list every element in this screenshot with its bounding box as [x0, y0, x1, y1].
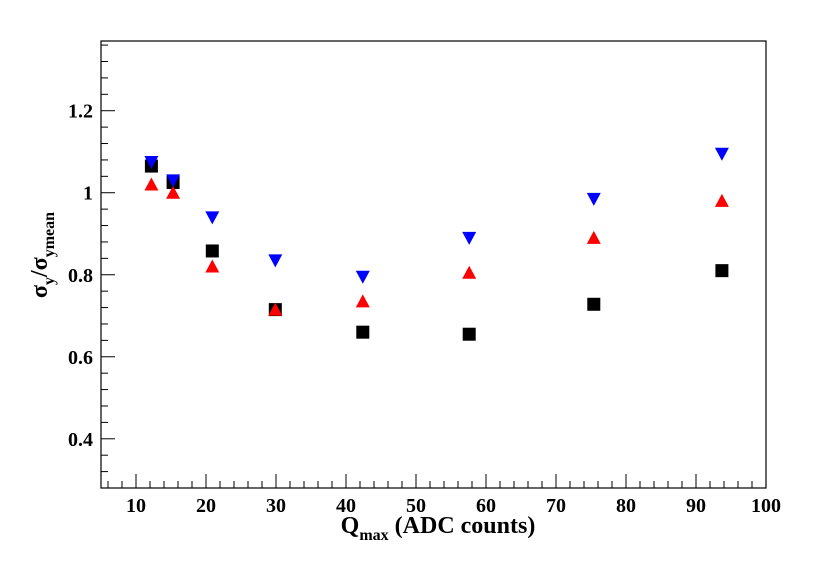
y-axis-title-sub1: y	[41, 277, 58, 285]
y-tick-label: 1	[83, 183, 93, 205]
square-marker	[715, 264, 729, 278]
triangle-up-marker	[355, 294, 370, 308]
square-marker	[587, 297, 601, 311]
y-axis-title-sigma2: σ	[27, 257, 53, 270]
x-axis-title-main: Q	[341, 513, 360, 539]
y-axis-title-sub2: ymean	[41, 212, 58, 257]
triangle-down-marker	[144, 155, 159, 169]
triangle-down-marker	[462, 231, 477, 245]
x-tick-label: 100	[751, 495, 781, 517]
y-axis-title-sigma1: σ	[27, 285, 53, 298]
x-tick-label: 20	[196, 495, 216, 517]
square-marker	[205, 244, 219, 258]
x-axis-title-rest: (ADC counts)	[389, 513, 536, 539]
triangle-up-marker	[586, 230, 601, 244]
y-tick-label: 0.8	[68, 265, 93, 287]
y-tick-label: 0.4	[68, 429, 93, 451]
square-marker	[356, 325, 370, 339]
x-tick-label: 10	[126, 495, 146, 517]
triangle-down-marker	[714, 147, 729, 161]
triangle-up-marker	[268, 302, 283, 316]
triangle-down-marker	[166, 174, 181, 188]
plot-frame	[100, 40, 767, 489]
x-tick-label: 30	[266, 495, 286, 517]
triangle-up-marker	[462, 265, 477, 279]
x-tick-label: 40	[336, 495, 356, 517]
triangle-down-marker	[586, 192, 601, 206]
x-tick-label: 90	[686, 495, 706, 517]
triangle-down-marker	[355, 270, 370, 284]
y-axis-title-slash: /	[27, 270, 53, 278]
x-tick-label: 60	[476, 495, 496, 517]
triangle-up-marker	[144, 177, 159, 191]
tick-labels: 10 20 30 40 50 60 70 80 90 100 0.4 0.6 0.8 1 1.2	[68, 101, 781, 517]
y-tick-label: 1.2	[68, 101, 93, 123]
axis-ticks	[101, 44, 767, 489]
triangle-down-marker	[205, 211, 220, 225]
triangle-down-marker	[268, 254, 283, 268]
y-tick-label: 0.6	[68, 347, 93, 369]
triangle-up-marker	[205, 259, 220, 273]
data-markers	[144, 147, 729, 341]
square-marker	[462, 327, 476, 341]
x-axis-title-sub: max	[359, 527, 388, 544]
x-tick-label: 80	[616, 495, 636, 517]
y-axis-title: σy/σymean	[27, 212, 58, 298]
x-tick-label: 70	[546, 495, 566, 517]
x-axis-title: Qmax (ADC counts)	[341, 513, 536, 544]
x-tick-label: 50	[406, 495, 426, 517]
triangle-up-marker	[714, 193, 729, 207]
triangle-up-marker	[166, 185, 181, 199]
